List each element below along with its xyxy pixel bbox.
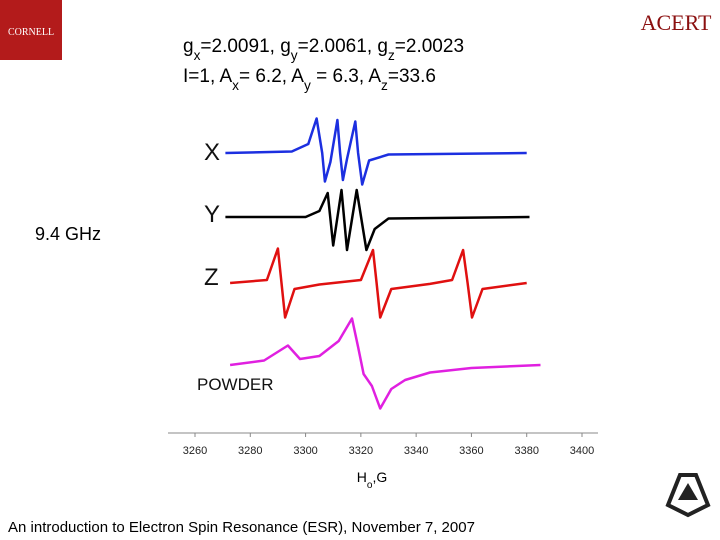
x-tick-label: 3300 bbox=[293, 445, 317, 457]
series-label: X bbox=[204, 139, 220, 166]
ncrr-logo bbox=[665, 473, 711, 518]
subscript: x bbox=[232, 78, 239, 93]
x-tick-label: 3400 bbox=[570, 445, 594, 457]
text-part: g bbox=[183, 36, 194, 57]
text-part: =33.6 bbox=[388, 66, 436, 87]
annotation: 9.4 GHz bbox=[35, 224, 101, 244]
spectrum-line bbox=[225, 117, 527, 186]
subscript: y bbox=[291, 48, 298, 63]
cornell-logo: CORNELL bbox=[8, 27, 54, 38]
text-part: H bbox=[357, 469, 367, 485]
series-label: Y bbox=[204, 201, 220, 228]
subscript: z bbox=[381, 78, 388, 93]
series-label: POWDER bbox=[197, 375, 274, 394]
acert-logo: ACERT bbox=[641, 10, 712, 35]
x-tick-label: 3260 bbox=[183, 445, 207, 457]
cornell-logo-box bbox=[0, 0, 62, 60]
spectrum-line bbox=[229, 317, 541, 410]
subscript: z bbox=[388, 48, 395, 63]
text-part: = 6.2, A bbox=[239, 66, 304, 87]
spectrum-line bbox=[225, 188, 530, 252]
text-part: =2.0023 bbox=[395, 36, 464, 57]
x-tick-label: 3280 bbox=[238, 445, 262, 457]
spectrum-line bbox=[229, 247, 527, 319]
x-tick-label: 3320 bbox=[349, 445, 373, 457]
title-line: I=1, Ax= 6.2, Ay = 6.3, Az=33.6 bbox=[183, 66, 436, 93]
series-label: Z bbox=[204, 264, 219, 291]
text-part: =2.0061, g bbox=[298, 36, 388, 57]
x-axis-label: Ho,G bbox=[357, 469, 388, 491]
x-tick-label: 3340 bbox=[404, 445, 428, 457]
text-part: = 6.3, A bbox=[311, 66, 382, 87]
text-part: I=1, A bbox=[183, 66, 232, 87]
footer: An introduction to Electron Spin Resonan… bbox=[8, 519, 475, 536]
text-part: =2.0091, g bbox=[200, 36, 290, 57]
subscript: y bbox=[304, 78, 311, 93]
subscript: x bbox=[194, 48, 201, 63]
subscript: o bbox=[367, 480, 373, 491]
x-tick-label: 3360 bbox=[459, 445, 483, 457]
title-line: gx=2.0091, gy=2.0061, gz=2.0023 bbox=[183, 36, 464, 63]
text-part: ,G bbox=[372, 469, 387, 485]
x-tick-label: 3380 bbox=[514, 445, 538, 457]
